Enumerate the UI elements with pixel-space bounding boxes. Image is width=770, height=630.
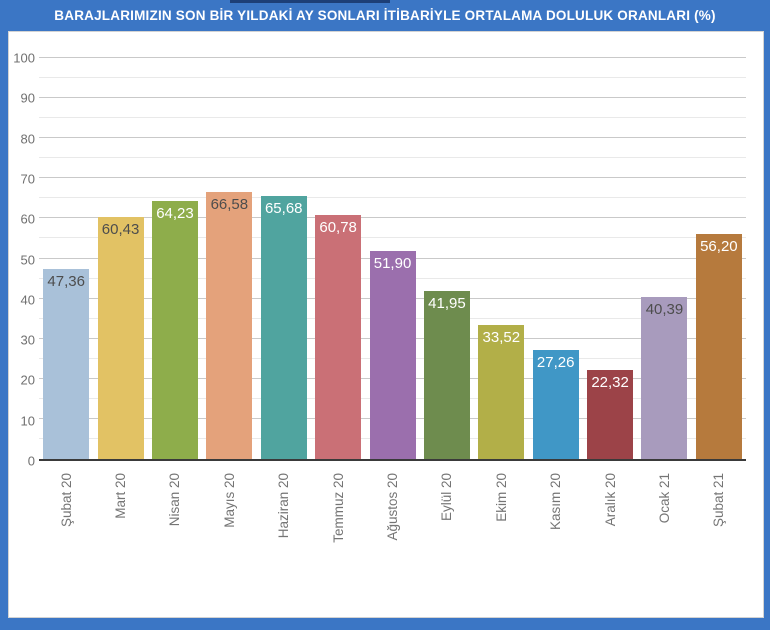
x-axis-slot: Şubat 21	[692, 473, 746, 543]
bar-slot: 47,36	[39, 58, 93, 459]
bar-şubat-20: 47,36	[43, 269, 90, 459]
gridline-major	[39, 177, 746, 179]
bar-value-label: 22,32	[591, 373, 629, 391]
x-axis-label: Ağustos 20	[385, 473, 401, 541]
y-axis-label: 90	[20, 90, 35, 106]
y-axis-label: 20	[20, 372, 35, 388]
bar-aralık-20: 22,32	[587, 369, 634, 459]
plot-area: 47,36 60,43 64,23 66,58 65,68 60,78 51,90 41,95…	[39, 57, 746, 461]
bar-slot: 41,95	[420, 58, 474, 459]
bar-value-label: 56,20	[700, 237, 738, 255]
bar-slot: 33,52	[474, 58, 528, 459]
bar-slot: 65,68	[257, 58, 311, 459]
bar-value-label: 64,23	[156, 205, 194, 223]
gridline-minor	[39, 157, 746, 159]
x-axis-label: Aralık 20	[602, 473, 618, 527]
bar-slot: 60,43	[93, 58, 147, 459]
y-axis-label: 60	[20, 211, 35, 227]
bar-slot: 60,78	[311, 58, 365, 459]
window-top-edge-artifact	[230, 0, 390, 3]
bar-şubat-21: 56,20	[695, 233, 742, 459]
gridline-minor	[39, 117, 746, 119]
bar-value-label: 47,36	[47, 273, 85, 291]
bar-nisan-20: 64,23	[151, 201, 198, 459]
bar-ocak-21: 40,39	[641, 297, 688, 459]
x-axis-label: Mayıs 20	[221, 473, 237, 528]
bar-slot: 27,26	[529, 58, 583, 459]
gridline-major	[39, 97, 746, 99]
x-axis-label: Temmuz 20	[330, 473, 346, 543]
bar-kasım-20: 27,26	[532, 349, 579, 459]
x-axis-slot: Aralık 20	[583, 473, 637, 543]
bar-value-label: 60,78	[319, 219, 357, 237]
y-axis-label: 100	[13, 50, 35, 66]
x-axis-slot: Mart 20	[93, 473, 147, 543]
gridline-minor	[39, 197, 746, 199]
bar-slot: 22,32	[583, 58, 637, 459]
bar-value-label: 65,68	[264, 199, 303, 217]
bars-layer: 47,36 60,43 64,23 66,58 65,68 60,78 51,90 41,95…	[39, 58, 746, 459]
x-axis-slot: Ağustos 20	[365, 473, 419, 543]
x-axis-label: Eylül 20	[439, 473, 455, 522]
bar-value-label: 40,39	[645, 301, 684, 319]
y-axis-label: 80	[20, 131, 35, 147]
x-axis-slot: Ocak 21	[637, 473, 691, 543]
bar-value-label: 51,90	[373, 254, 412, 272]
chart-title: BARAJLARIMIZIN SON BİR YILDAKİ AY SONLAR…	[54, 8, 716, 23]
y-axis-label: 70	[20, 171, 35, 187]
x-axis-slot: Temmuz 20	[311, 473, 365, 543]
y-axis-label: 0	[27, 453, 35, 469]
y-axis-label: 10	[20, 413, 35, 429]
bar-value-label: 60,43	[101, 220, 140, 238]
bar-slot: 64,23	[148, 58, 202, 459]
chart-title-bar: BARAJLARIMIZIN SON BİR YILDAKİ AY SONLAR…	[0, 0, 770, 31]
bar-haziran-20: 65,68	[260, 195, 307, 459]
bar-slot: 56,20	[692, 58, 746, 459]
x-axis-label: Şubat 21	[711, 473, 727, 528]
x-axis-slot: Kasım 20	[529, 473, 583, 543]
y-axis-label: 40	[20, 292, 35, 308]
bar-eylül-20: 41,95	[423, 290, 470, 459]
gridline-minor	[39, 77, 746, 79]
x-axis-slot: Ekim 20	[474, 473, 528, 543]
bar-slot: 51,90	[365, 58, 419, 459]
x-axis-label: Ocak 21	[656, 473, 672, 524]
x-axis: Şubat 20 Mart 20 Nisan 20 Mayıs 20 Haziran 2…	[39, 473, 746, 543]
x-axis-label: Ekim 20	[493, 473, 509, 522]
bar-ağustos-20: 51,90	[369, 250, 416, 459]
x-axis-label: Nisan 20	[167, 473, 183, 527]
bar-value-label: 27,26	[536, 353, 575, 371]
x-axis-slot: Nisan 20	[148, 473, 202, 543]
x-axis-slot: Haziran 20	[257, 473, 311, 543]
gridline-major	[39, 57, 746, 58]
gridline-major	[39, 217, 746, 219]
gridline-minor	[39, 237, 746, 239]
y-axis-label: 50	[20, 252, 35, 267]
x-axis-slot: Eylül 20	[420, 473, 474, 543]
bar-temmuz-20: 60,78	[315, 215, 362, 459]
bar-slot: 40,39	[637, 58, 691, 459]
bar-mayıs-20: 66,58	[206, 192, 253, 459]
chart-panel: 0 10 20 30 40 50 60 70 80 90 100 47,36 60,43 64,23 66…	[8, 31, 764, 618]
bar-slot: 66,58	[202, 58, 256, 459]
x-axis-slot: Şubat 20	[39, 473, 93, 543]
x-axis-label: Kasım 20	[548, 473, 564, 531]
bar-value-label: 41,95	[428, 294, 466, 312]
x-axis-slot: Mayıs 20	[202, 473, 256, 543]
x-axis-label: Mart 20	[113, 473, 129, 519]
x-axis-label: Haziran 20	[276, 473, 292, 539]
gridline-major	[39, 137, 746, 139]
y-axis-label: 30	[20, 332, 35, 348]
bar-value-label: 33,52	[482, 328, 521, 346]
bar-ekim-20: 33,52	[478, 324, 525, 459]
x-axis-label: Şubat 20	[58, 473, 74, 528]
bar-value-label: 66,58	[210, 196, 249, 214]
bar-mart-20: 60,43	[97, 216, 144, 459]
y-axis: 0 10 20 30 40 50 60 70 80 90 100	[9, 51, 35, 469]
